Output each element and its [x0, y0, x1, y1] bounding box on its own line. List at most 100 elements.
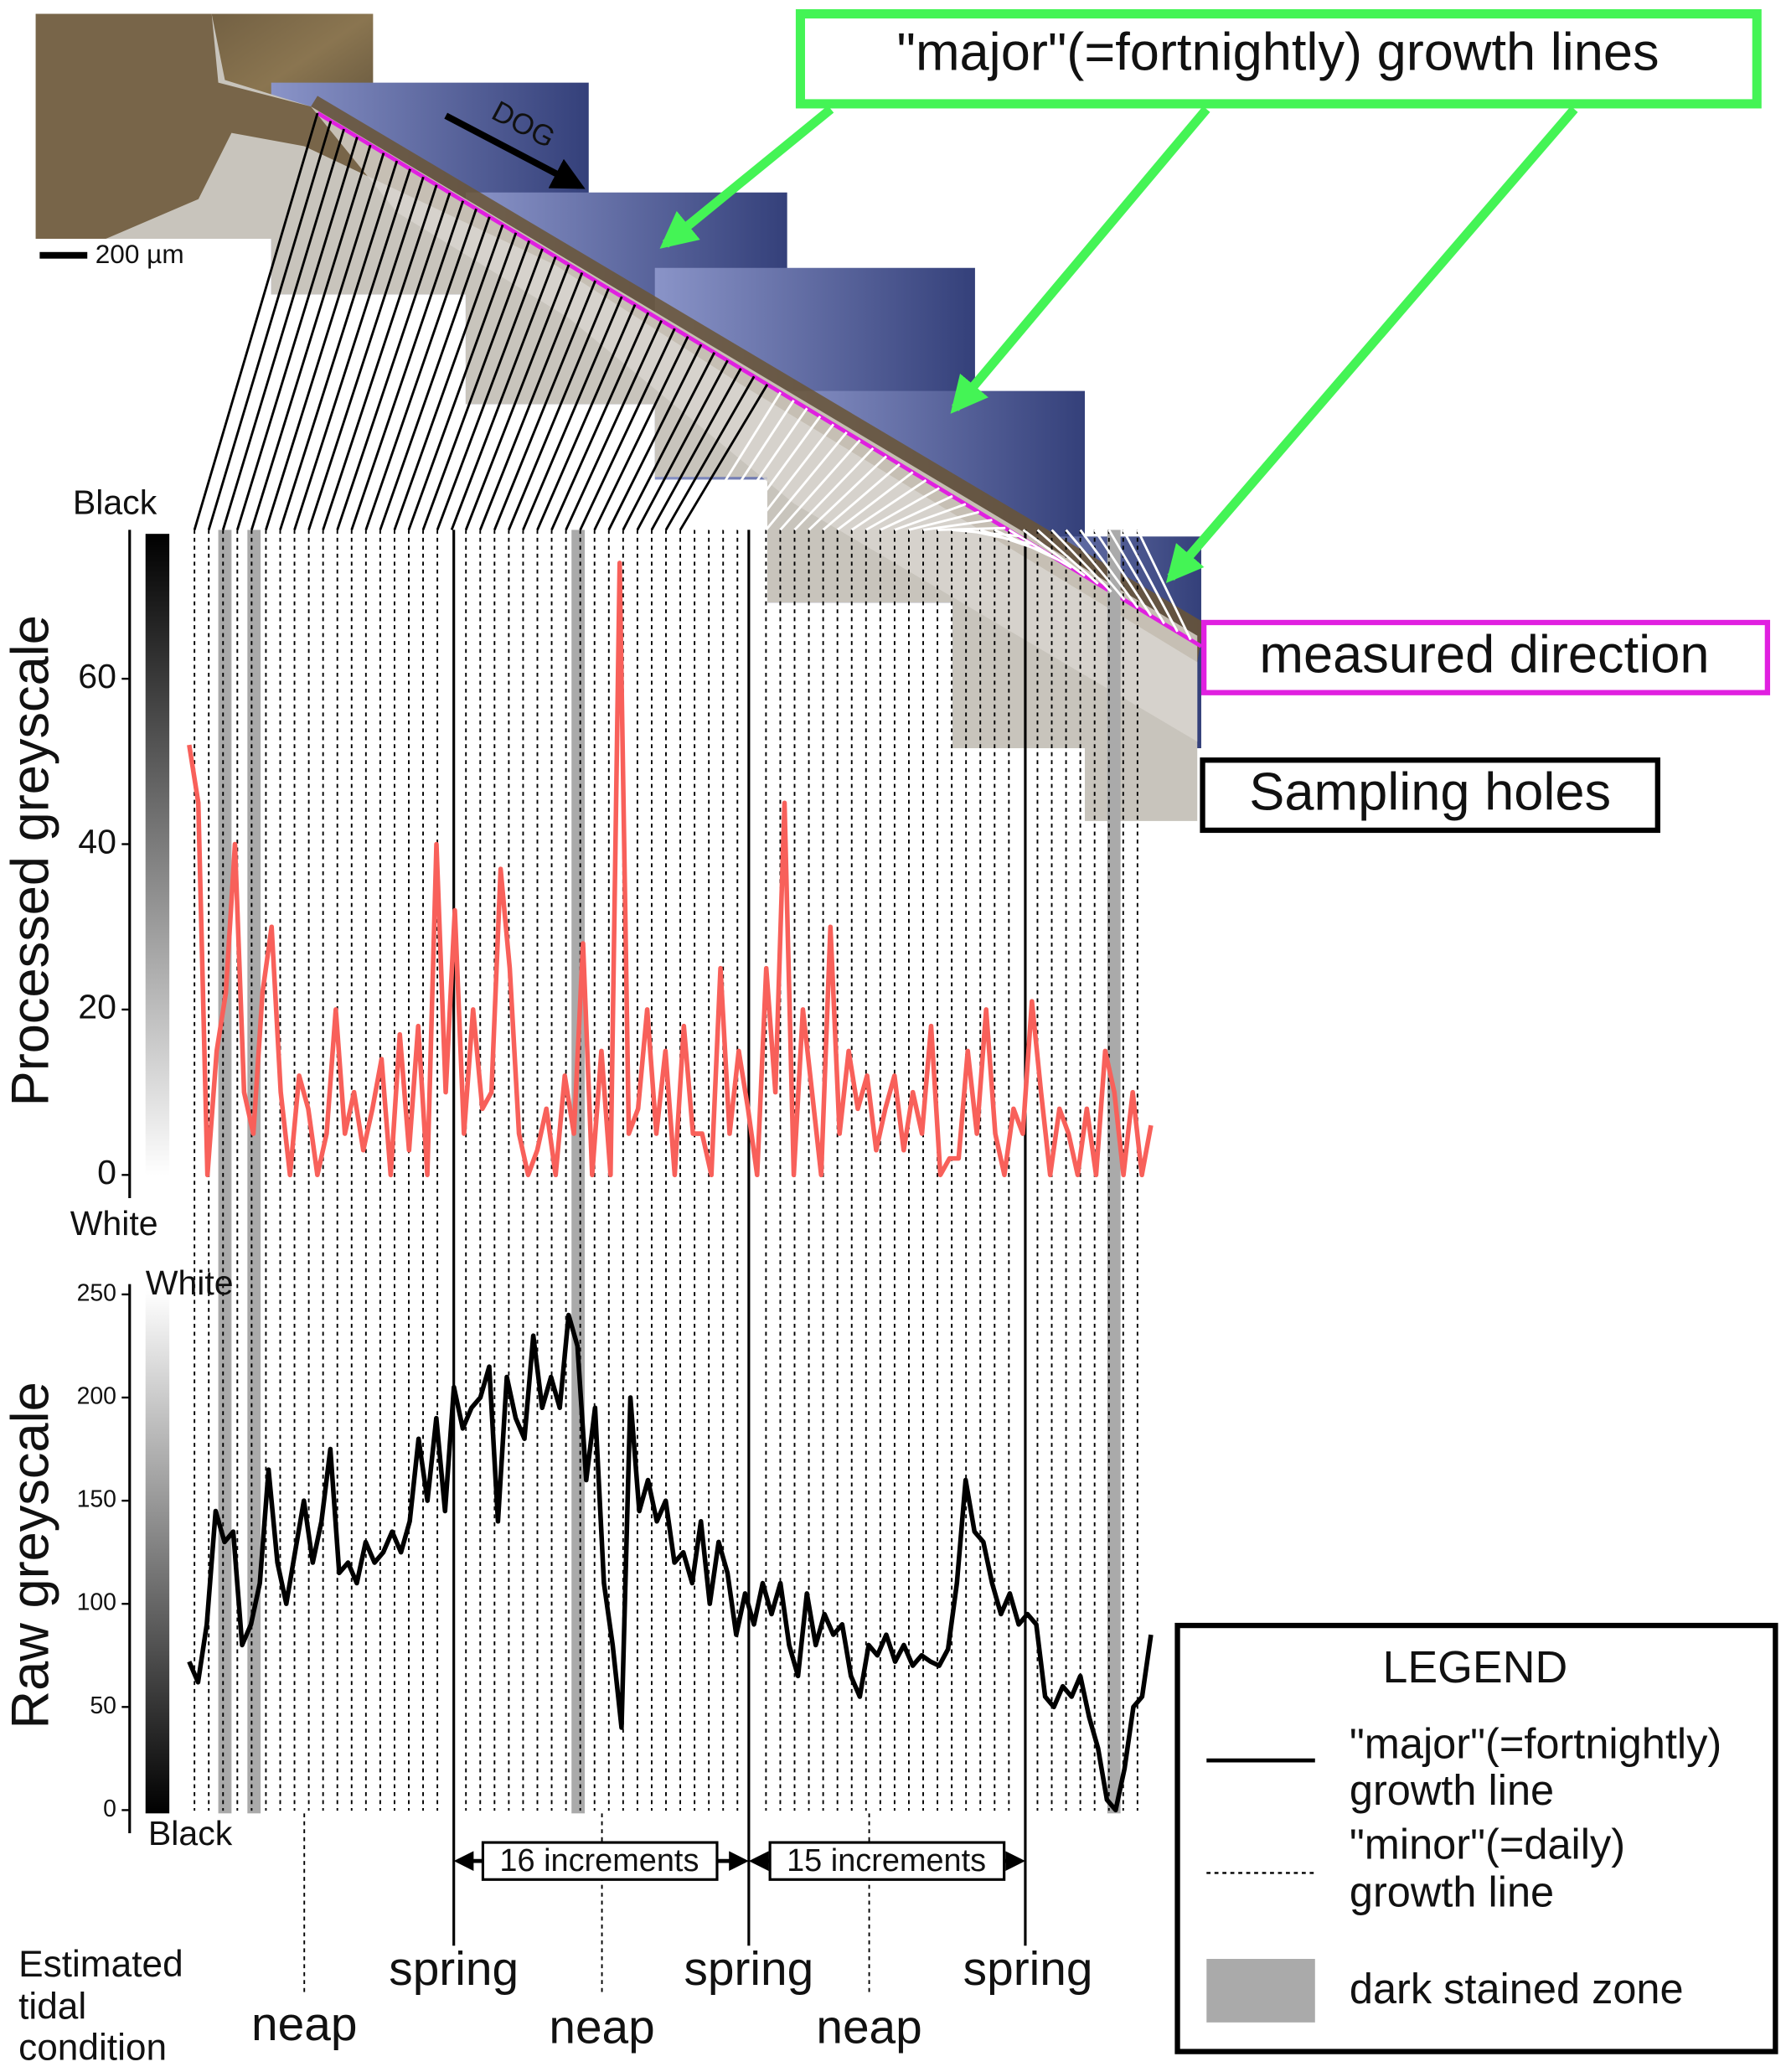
scale-bar-label: 200 µm: [95, 239, 184, 269]
increment-label: 15 increments: [787, 1843, 986, 1878]
fan-line: [565, 319, 663, 531]
increment-label: 16 increments: [499, 1843, 699, 1878]
fan-line: [994, 529, 1060, 561]
fan-line: [679, 384, 769, 531]
fan-line: [1107, 529, 1165, 625]
spring-label: spring: [963, 1943, 1093, 1996]
colorbar-label: Black: [73, 483, 157, 521]
fan-line: [293, 168, 411, 530]
stained-zone: [571, 530, 586, 1814]
fan-line: [1136, 529, 1192, 641]
colorbar-label: White: [70, 1204, 158, 1243]
fan-line: [1008, 529, 1072, 570]
y-tick-label: 0: [97, 1153, 116, 1191]
y-tick-label: 60: [78, 657, 116, 695]
y-tick-label: 0: [103, 1796, 116, 1822]
fan-line: [407, 232, 518, 530]
tidal-title: tidal: [18, 1987, 86, 2028]
fan-line: [822, 462, 901, 531]
fan-line: [850, 478, 927, 531]
tidal-title: Estimated: [18, 1944, 183, 1985]
fan-line: [250, 144, 372, 530]
fan-line: [808, 455, 888, 531]
fan-line: [722, 407, 808, 531]
fan-line: [193, 112, 319, 530]
direction-label-box: [1200, 619, 1771, 695]
colorbar-label: Black: [148, 1814, 233, 1852]
spring-label: spring: [389, 1943, 519, 1996]
neap-label: neap: [251, 1998, 357, 2051]
y-tick-label: 150: [77, 1486, 116, 1513]
fan-line: [350, 200, 465, 530]
fan-line: [265, 152, 385, 530]
fan-line: [322, 184, 438, 530]
stained-zone: [218, 530, 232, 1814]
fan-line: [607, 344, 703, 531]
fan-line: [880, 494, 953, 531]
fan-line: [1050, 529, 1112, 593]
increment-box: [768, 1841, 1006, 1881]
y-axis-title: Raw greyscale: [2, 1382, 60, 1728]
legend-stained: dark stained zone: [1350, 1965, 1684, 2013]
neap-label: neap: [549, 2001, 654, 2054]
fan-line: [307, 176, 425, 530]
fan-line: [779, 439, 861, 531]
fan-line: [836, 471, 914, 531]
fan-line: [207, 121, 333, 530]
colorbar: [145, 1290, 170, 1814]
fan-line: [937, 526, 1006, 531]
fan-line: [550, 312, 650, 531]
fan-line: [235, 137, 359, 530]
y-tick-label: 50: [90, 1692, 116, 1719]
neap-label: neap: [816, 2001, 921, 2054]
callout-arrows: [659, 105, 1578, 583]
fan-line: [393, 224, 504, 530]
fan-line: [765, 431, 848, 531]
plots: Black White 0 20 40 60 Processed greyscale Whit…: [2, 483, 1154, 1852]
fan-line: [865, 487, 940, 531]
fan-line: [279, 160, 399, 530]
fan-line: [1122, 529, 1179, 633]
fan-line: [478, 271, 584, 530]
spring-label: spring: [684, 1943, 813, 1996]
fan-line: [508, 287, 610, 530]
stained-zone: [1107, 530, 1121, 1814]
major-label: "major"(=fortnightly) growth lines: [897, 23, 1660, 82]
fan-line: [793, 447, 875, 531]
fan-line: [664, 375, 756, 531]
fan-line: [593, 336, 689, 531]
fan-line: [421, 240, 531, 530]
sampling-label: Sampling holes: [1249, 763, 1611, 822]
fan-line: [336, 192, 452, 530]
fan-line: [1079, 529, 1139, 609]
fan-line: [922, 519, 993, 531]
fan-line: [894, 503, 967, 531]
legend-minor: "minor"(=daily): [1350, 1821, 1625, 1868]
y-tick-label: 200: [77, 1383, 116, 1410]
major-label-box: [795, 8, 1762, 109]
fan-line: [436, 248, 544, 530]
fan-line: [636, 359, 729, 531]
fan-line: [579, 328, 676, 531]
data-line: [187, 561, 1154, 1178]
fan-line: [736, 416, 822, 531]
data-line: [187, 1312, 1154, 1813]
direction-label: measured direction: [1259, 625, 1709, 684]
colorbar-label: White: [146, 1263, 234, 1302]
fan-line: [493, 280, 596, 530]
fan-line: [450, 256, 557, 530]
fan-line: [536, 303, 637, 530]
fan-line: [364, 208, 477, 530]
fan-line: [693, 391, 782, 531]
tidal-title: condition: [18, 2028, 167, 2069]
legend-major: "major"(=fortnightly): [1350, 1720, 1721, 1768]
fan-line: [908, 510, 980, 531]
y-tick-label: 250: [77, 1279, 116, 1306]
fan-line: [379, 216, 491, 530]
increment-box: [481, 1841, 719, 1881]
sampling-label-box: [1200, 757, 1660, 834]
fan-line: [1036, 529, 1099, 585]
fan-line: [650, 368, 742, 531]
y-tick-label: 20: [78, 988, 116, 1026]
fan-line: [707, 400, 795, 531]
